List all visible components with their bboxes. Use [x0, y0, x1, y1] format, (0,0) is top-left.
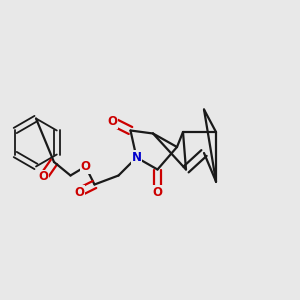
Text: O: O	[107, 115, 118, 128]
Text: O: O	[38, 170, 49, 184]
Text: O: O	[74, 185, 85, 199]
Text: N: N	[131, 151, 142, 164]
Text: O: O	[80, 160, 91, 173]
Text: O: O	[152, 185, 163, 199]
